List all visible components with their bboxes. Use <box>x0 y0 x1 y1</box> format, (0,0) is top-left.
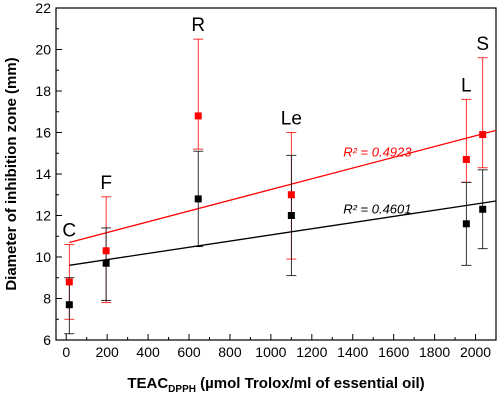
data-point <box>102 259 110 267</box>
data-point <box>479 131 487 139</box>
y-tick-label: 8 <box>43 291 51 307</box>
y-axis-label: Diameter of inhibition zone (mm) <box>3 57 20 290</box>
data-point <box>462 155 470 163</box>
y-tick-label: 12 <box>35 208 51 224</box>
point-label: Le <box>281 109 302 130</box>
y-tick-label: 18 <box>35 83 51 99</box>
x-tick-label: 1600 <box>378 344 409 360</box>
y-tick-label: 6 <box>43 332 51 348</box>
fit-line <box>69 200 497 266</box>
y-tick-label: 10 <box>35 249 51 265</box>
x-tick-label: 400 <box>136 344 160 360</box>
x-tick-label: 200 <box>95 344 119 360</box>
data-point <box>65 301 73 309</box>
x-tick-label: 1400 <box>337 344 368 360</box>
point-label: R <box>191 15 205 36</box>
data-point <box>287 212 295 219</box>
x-tick-label: 1000 <box>255 344 286 360</box>
point-label: L <box>461 75 472 96</box>
x-tick-label: 1200 <box>296 344 327 360</box>
fit-line <box>69 129 497 244</box>
data-point <box>194 195 202 203</box>
data-point <box>462 220 470 228</box>
r-squared-label: R² = 0.4601 <box>343 201 411 216</box>
y-tick-label: 20 <box>35 42 51 58</box>
data-point <box>479 205 487 213</box>
point-label: S <box>476 34 489 55</box>
point-label: C <box>62 221 76 242</box>
data-point <box>194 112 202 120</box>
point-label: F <box>100 173 112 194</box>
x-tick-label: 600 <box>177 344 201 360</box>
data-point <box>287 191 295 199</box>
r-squared-label: R² = 0.4923 <box>343 145 412 160</box>
data-point <box>65 278 73 286</box>
data-point <box>102 247 110 255</box>
y-tick-label: 16 <box>35 125 51 141</box>
x-axis-label: TEACDPPH (µmol Trolox/ml of essential oi… <box>127 375 424 395</box>
x-tick-label: 800 <box>218 344 242 360</box>
x-tick-label: 1800 <box>419 344 450 360</box>
x-tick-label: 2000 <box>460 344 491 360</box>
plot-frame <box>55 7 497 341</box>
y-tick-label: 22 <box>35 0 51 16</box>
x-tick-label: 0 <box>62 344 70 360</box>
y-tick-label: 14 <box>35 166 51 182</box>
